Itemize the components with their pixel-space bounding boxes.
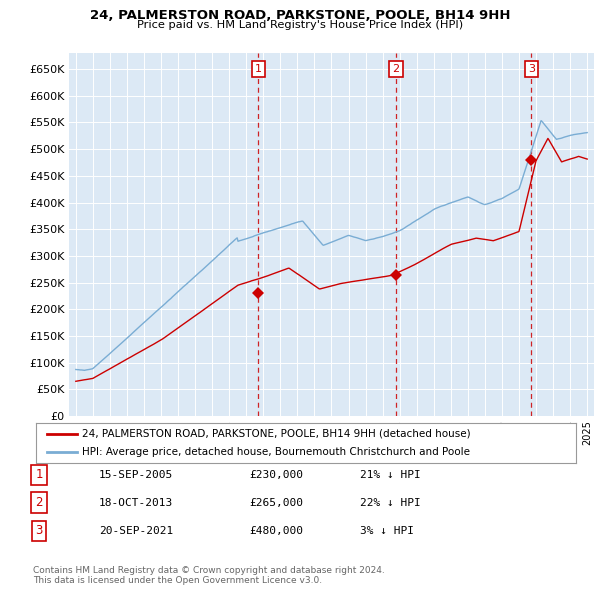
Text: £265,000: £265,000: [249, 498, 303, 507]
Text: 1: 1: [35, 468, 43, 481]
Text: 24, PALMERSTON ROAD, PARKSTONE, POOLE, BH14 9HH (detached house): 24, PALMERSTON ROAD, PARKSTONE, POOLE, B…: [82, 429, 470, 439]
Text: £230,000: £230,000: [249, 470, 303, 480]
Text: Price paid vs. HM Land Registry's House Price Index (HPI): Price paid vs. HM Land Registry's House …: [137, 20, 463, 30]
Text: 3: 3: [528, 64, 535, 74]
Text: 15-SEP-2005: 15-SEP-2005: [99, 470, 173, 480]
Text: 18-OCT-2013: 18-OCT-2013: [99, 498, 173, 507]
Text: Contains HM Land Registry data © Crown copyright and database right 2024.
This d: Contains HM Land Registry data © Crown c…: [33, 566, 385, 585]
Text: 1: 1: [255, 64, 262, 74]
Text: 24, PALMERSTON ROAD, PARKSTONE, POOLE, BH14 9HH: 24, PALMERSTON ROAD, PARKSTONE, POOLE, B…: [90, 9, 510, 22]
Text: 22% ↓ HPI: 22% ↓ HPI: [360, 498, 421, 507]
Text: HPI: Average price, detached house, Bournemouth Christchurch and Poole: HPI: Average price, detached house, Bour…: [82, 447, 470, 457]
Text: 2: 2: [35, 496, 43, 509]
Text: 20-SEP-2021: 20-SEP-2021: [99, 526, 173, 536]
Text: 3% ↓ HPI: 3% ↓ HPI: [360, 526, 414, 536]
Text: 21% ↓ HPI: 21% ↓ HPI: [360, 470, 421, 480]
Text: £480,000: £480,000: [249, 526, 303, 536]
Text: 2: 2: [392, 64, 400, 74]
Text: 3: 3: [35, 525, 43, 537]
